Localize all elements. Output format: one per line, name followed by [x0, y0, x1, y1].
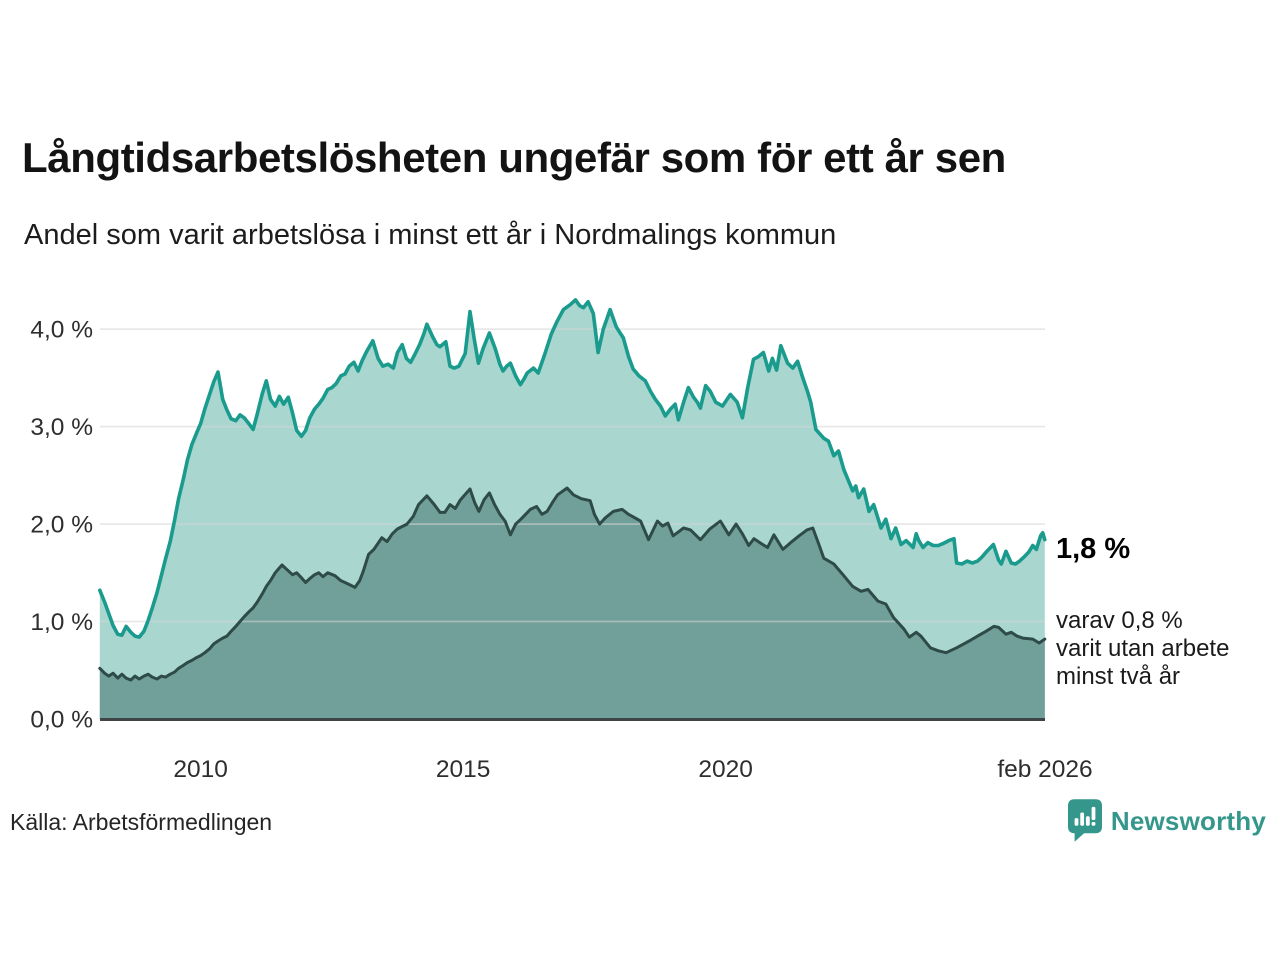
- page-subtitle: Andel som varit arbetslösa i minst ett å…: [24, 219, 837, 251]
- x-tick-label: feb 2026: [997, 756, 1092, 783]
- series-line-0: [98, 298, 1047, 639]
- detail-line-1: varav 0,8 %: [1056, 607, 1183, 634]
- series-area-1: [99, 488, 1045, 719]
- x-tick-label: 2015: [436, 756, 491, 783]
- detail-line-3: minst två år: [1056, 663, 1181, 690]
- newsworthy-brand: Newsworthy: [1067, 799, 1266, 843]
- series-end-value-label: 1,8 %: [1056, 533, 1131, 565]
- series-end-detail-label: varav 0,8 % varit utan arbete minst två …: [1056, 607, 1229, 691]
- x-tick-label: 2010: [173, 756, 228, 783]
- y-tick-label: 2,0 %: [30, 512, 93, 539]
- page-title: Långtidsarbetslösheten ungefär som för e…: [22, 134, 1006, 181]
- y-tick-label: 3,0 %: [30, 414, 93, 441]
- newsworthy-brand-text: Newsworthy: [1110, 805, 1266, 836]
- y-tick-label: 1,0 %: [30, 609, 93, 636]
- newsworthy-logo-icon: [1067, 799, 1102, 842]
- y-tick-label: 0,0 %: [30, 707, 93, 734]
- x-tick-label: 2020: [698, 756, 753, 783]
- detail-line-2: varit utan arbete: [1056, 635, 1230, 662]
- y-tick-label: 4,0 %: [30, 317, 93, 344]
- series-line-1: [98, 486, 1047, 682]
- source-attribution: Källa: Arbetsförmedlingen: [10, 809, 273, 835]
